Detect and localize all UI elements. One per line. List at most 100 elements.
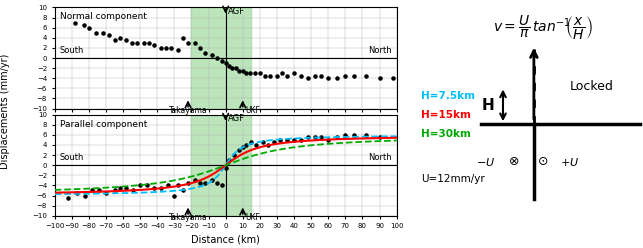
Point [332,135,342,139]
Point [309,135,320,139]
Point [241,71,251,75]
Point [177,188,188,192]
Text: Normal component: Normal component [60,12,147,22]
Text: Displacements (mm/yr): Displacements (mm/yr) [0,54,10,169]
Point [231,66,241,70]
Point [277,71,287,75]
Point [323,76,333,80]
Point [156,46,166,50]
Point [349,74,359,78]
Point [234,148,244,152]
Point [228,66,238,70]
Point [163,184,173,187]
Point [229,153,239,157]
Text: H: H [481,98,494,113]
Point [224,63,234,67]
Text: North: North [368,153,392,162]
Text: North: North [368,46,392,55]
Text: South: South [60,153,84,162]
Text: H=30km: H=30km [421,129,471,139]
Point [132,41,142,45]
Text: Takayama: Takayama [168,213,207,222]
Point [156,186,166,190]
Point [361,74,371,78]
Point [268,140,278,144]
Point [212,181,222,185]
Point [303,76,313,80]
Point [190,41,200,45]
Point [309,74,320,78]
Point [91,31,101,35]
Point [122,38,132,42]
Point [135,184,145,187]
Text: AGF: AGF [228,7,245,16]
Point [97,31,107,35]
Point [340,74,350,78]
Point [238,69,248,73]
Text: $v = \dfrac{U}{\pi}\,tan^{-1}\!\!\left(\dfrac{x}{H}\right)$: $v = \dfrac{U}{\pi}\,tan^{-1}\!\!\left(\… [493,14,593,42]
Point [143,41,154,45]
Bar [192,115,251,216]
Point [260,74,270,78]
Text: H=15km: H=15km [421,110,471,120]
Point [207,178,217,182]
Point [249,71,260,75]
Point [296,74,306,78]
Point [323,138,333,142]
Text: $+U$: $+U$ [559,155,579,168]
Text: UKF: UKF [246,106,260,115]
Point [63,196,73,200]
Point [265,74,275,78]
Text: U=12mm/yr: U=12mm/yr [421,174,485,185]
Point [128,188,138,192]
Point [217,59,228,62]
Point [172,184,183,187]
Point [161,46,171,50]
Point [221,61,231,65]
Point [172,48,183,52]
Point [234,69,244,73]
Point [183,41,193,45]
Point [200,51,210,55]
Point [246,140,257,144]
Point [114,186,125,190]
Point [87,188,98,192]
Point [142,184,152,187]
Text: Takayama: Takayama [168,106,207,115]
Point [70,21,80,25]
Text: $-U$: $-U$ [476,155,495,168]
Point [78,23,89,27]
Point [244,71,255,75]
Point [177,36,188,40]
Point [361,133,371,137]
Point [241,143,251,147]
Point [316,74,327,78]
Point [138,41,149,45]
Point [303,135,313,139]
Point [282,74,293,78]
Point [374,135,385,139]
Point [238,146,248,150]
Point [251,143,262,147]
Point [72,191,82,195]
Point [169,193,179,197]
Point [258,140,268,144]
Point [289,138,299,142]
Point [190,178,200,182]
Text: UKF: UKF [246,213,260,222]
Point [84,26,94,30]
Point [340,133,350,137]
Text: Locked: Locked [569,80,613,93]
Point [272,74,282,78]
Point [349,133,359,137]
Point [101,191,111,195]
Point [207,54,217,58]
Text: H=7.5km: H=7.5km [421,91,475,101]
Point [316,135,327,139]
Point [374,76,385,80]
Text: $\otimes$: $\otimes$ [509,155,520,168]
Point [212,56,222,60]
Point [263,143,273,147]
Point [289,71,299,75]
Point [275,138,285,142]
